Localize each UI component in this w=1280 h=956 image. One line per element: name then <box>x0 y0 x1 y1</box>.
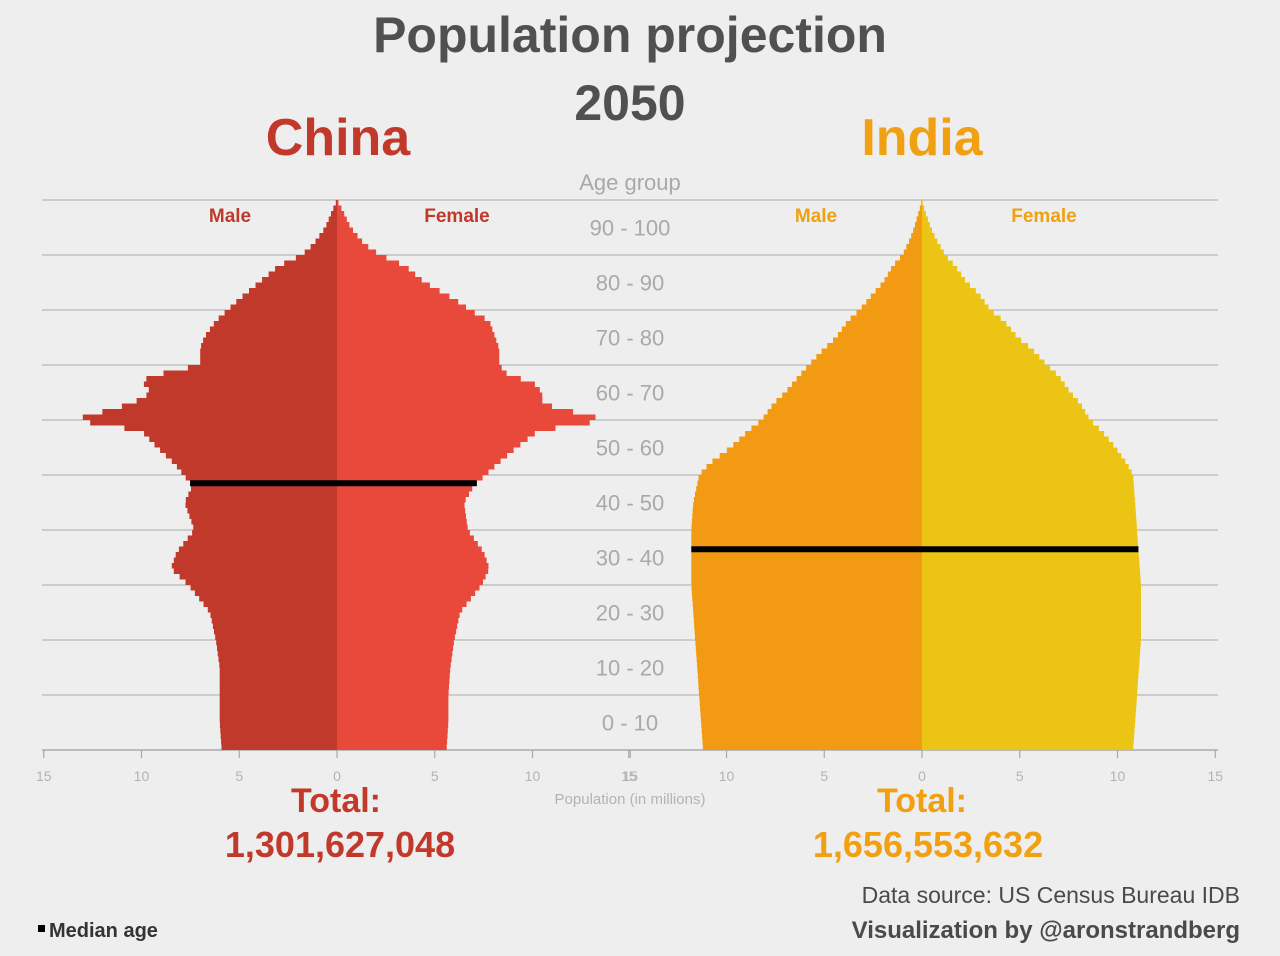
india-country-title: India <box>861 109 983 167</box>
age-group-label: 50 - 60 <box>596 436 665 461</box>
india-total-value: 1,656,553,632 <box>813 824 1043 865</box>
x-tick-label: 10 <box>1110 768 1126 784</box>
china-total-value: 1,301,627,048 <box>225 824 455 865</box>
india-female-label: Female <box>1011 206 1076 227</box>
chart-title-line2: 2050 <box>574 75 685 131</box>
age-group-labels: 0 - 10 10 - 20 20 - 30 30 - 40 40 - 50 50 - 6… <box>590 216 671 736</box>
india-male-population-shape <box>691 200 922 750</box>
x-tick-label: 10 <box>134 768 150 784</box>
age-axis-title: Age group <box>579 170 681 195</box>
x-axis-title: Population (in millions) <box>555 791 706 808</box>
x-tick-label: 5 <box>431 768 439 784</box>
china-country-title: China <box>266 109 412 167</box>
india-total-label: Total: <box>877 782 967 820</box>
age-group-label: 40 - 50 <box>596 491 665 516</box>
x-tick-label: 10 <box>719 768 735 784</box>
age-group-label: 30 - 40 <box>596 546 665 571</box>
age-group-label: 70 - 80 <box>596 326 665 351</box>
india-pyramid <box>691 200 1141 750</box>
x-tick-label: 0 <box>333 768 341 784</box>
china-male-population-shape <box>82 200 337 750</box>
x-tick-label: 15 <box>36 768 52 784</box>
china-pyramid <box>82 200 596 750</box>
age-group-label: 60 - 70 <box>596 381 665 406</box>
median-age-legend-swatch <box>38 925 45 932</box>
x-tick-label: 10 <box>525 768 541 784</box>
china-total-label: Total: <box>291 782 381 820</box>
median-age-legend-label: Median age <box>49 920 158 942</box>
age-group-label: 80 - 90 <box>596 271 665 296</box>
china-male-label: Male <box>209 206 251 227</box>
x-tick-label: 15 <box>621 768 637 784</box>
data-source: Data source: US Census Bureau IDB <box>862 882 1240 908</box>
x-tick-label: 15 <box>622 768 638 784</box>
x-tick-label: 5 <box>235 768 243 784</box>
china-female-population-shape <box>337 200 596 750</box>
x-tick-label: 5 <box>1016 768 1024 784</box>
age-group-label: 10 - 20 <box>596 656 665 681</box>
x-tick-label: 15 <box>1207 768 1223 784</box>
china-female-label: Female <box>424 206 489 227</box>
india-male-label: Male <box>795 206 837 227</box>
visualization-credit: Visualization by @aronstrandberg <box>852 917 1240 944</box>
x-tick-label: 5 <box>820 768 828 784</box>
india-female-population-shape <box>922 200 1141 750</box>
age-group-label: 90 - 100 <box>590 216 671 241</box>
age-group-label: 20 - 30 <box>596 601 665 626</box>
chart-title-line1: Population projection <box>373 7 887 63</box>
x-tick-label: 0 <box>918 768 926 784</box>
age-group-label: 0 - 10 <box>602 711 658 736</box>
